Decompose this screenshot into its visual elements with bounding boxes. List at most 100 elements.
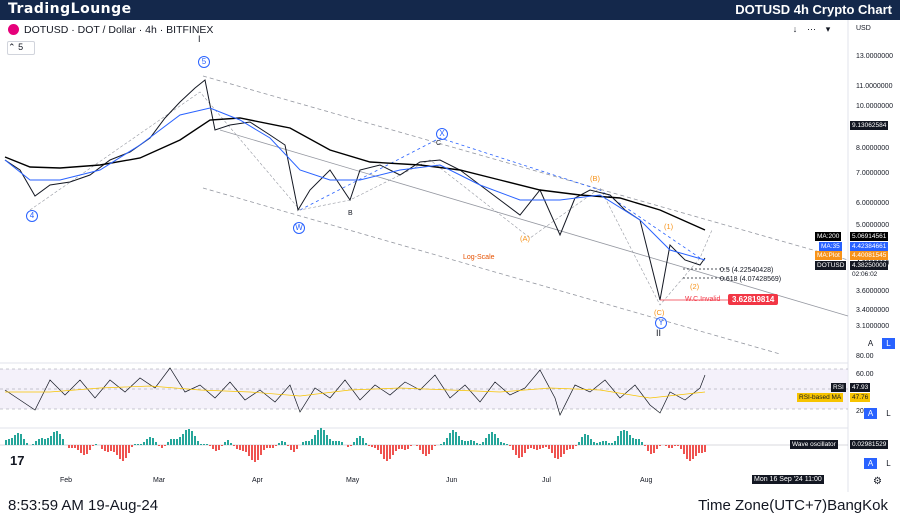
wave-bar [293, 445, 295, 452]
wave-bar [302, 442, 304, 445]
wave-auto-button[interactable]: A [864, 458, 877, 469]
wave-label-A: (A) [520, 234, 530, 243]
wave-bar [686, 445, 688, 459]
crosshair-date-tag: Mon 16 Sep '24 11:00 [752, 475, 824, 484]
wave-bar [497, 438, 499, 445]
auto-scale-button[interactable]: A [867, 339, 874, 348]
wave-bar [692, 445, 694, 459]
rsi-axis-60: 60.00 [856, 371, 874, 378]
wave-bar [128, 445, 130, 453]
wave-bar [635, 439, 637, 445]
wave-bar [14, 435, 16, 445]
wave-bar [182, 434, 184, 445]
wave-bar [191, 431, 193, 445]
wave-bar [521, 445, 523, 457]
wave-bar [230, 443, 232, 445]
chart-area[interactable]: DOTUSD · DOT / Dollar · 4h · BITFINEX ⌃ … [0, 20, 900, 492]
wave-bar [296, 445, 298, 449]
wave-bar [560, 445, 562, 457]
settings-icon[interactable]: ⚙ [873, 476, 882, 487]
wave-bar [629, 435, 631, 445]
wave-bar [482, 442, 484, 445]
wave-bar [20, 434, 22, 445]
wave-bar [476, 443, 478, 445]
fib-05-label: 0.5 (4.22540428) [720, 267, 774, 274]
wave-bar [704, 445, 706, 452]
wave-bar [461, 440, 463, 445]
rsi-auto-button[interactable]: A [864, 408, 877, 419]
wave-bar [44, 439, 46, 445]
wave-bar [347, 445, 349, 447]
wave-bar [467, 441, 469, 445]
wave-bar [269, 445, 271, 448]
wave-bar [314, 435, 316, 445]
wave-bar [188, 429, 190, 445]
wave-bar [23, 439, 25, 445]
wave-bar [341, 442, 343, 445]
wave-bar [290, 445, 292, 450]
wave-bar [608, 443, 610, 445]
ma35-tag-value: 4.42384661 [850, 242, 889, 251]
wave-bar [338, 441, 340, 445]
wave-bar [677, 445, 679, 446]
collapse-icon[interactable]: ▾ [825, 24, 831, 34]
wave-bar [653, 445, 655, 453]
wave-bar [308, 441, 310, 445]
wave-bar [71, 445, 73, 448]
wave-log-button[interactable]: L [886, 459, 891, 468]
price-axis-label: 7.0000000 [856, 170, 890, 177]
wave-bar [368, 445, 370, 446]
wave-bar [104, 445, 106, 451]
wave-bar [161, 445, 163, 448]
wave-bar [110, 445, 112, 451]
indicator-toggle[interactable]: ⌃ 5 [7, 41, 35, 55]
wave-bar [176, 439, 178, 445]
wave-bar [356, 438, 358, 445]
wave-bar [173, 439, 175, 445]
wave-bar [149, 437, 151, 445]
wave-bar [515, 445, 517, 455]
wave-bar [278, 443, 280, 445]
arrow-down-icon[interactable]: ↓ [792, 24, 798, 34]
ma200-tag-value: 5.06914561 [850, 232, 889, 241]
wave-bar [350, 445, 352, 446]
wave-bar [101, 445, 103, 449]
wave-bar [143, 442, 145, 445]
wave-bar [620, 431, 622, 445]
wave-bar [647, 445, 649, 451]
brand-bar: TradingLounge DOTUSD 4h Crypto Chart [0, 0, 900, 20]
wave-bar [518, 445, 520, 458]
wave-bar [557, 445, 559, 459]
price-axis-label: 5.0000000 [856, 222, 890, 229]
wave-bar [590, 439, 592, 445]
wave-bar [374, 445, 376, 448]
tradingview-logo: 17 [10, 453, 25, 468]
wave-bar [380, 445, 382, 454]
wave-bar [155, 442, 157, 445]
symbol-info: DOTUSD · DOT / Dollar · 4h · BITFINEX [24, 24, 214, 36]
wave-label-B: B [348, 210, 353, 217]
wave-bar [617, 436, 619, 445]
maplot-tag-label: MA:Plot [815, 251, 842, 260]
wave-bar [38, 439, 40, 445]
wave-bar [305, 441, 307, 445]
price-axis-label: 3.6000000 [856, 288, 890, 295]
wave-bar [92, 445, 94, 446]
indicator-count: 5 [18, 42, 24, 52]
log-scale-button[interactable]: L [882, 338, 895, 349]
wave-bar [362, 438, 364, 445]
wave-bar [248, 445, 250, 456]
wave-bar [566, 445, 568, 450]
polkadot-icon [8, 24, 19, 35]
wave-bar [131, 445, 133, 447]
more-icon[interactable]: ⋯ [807, 24, 817, 34]
wave-bar [158, 445, 160, 446]
wave-bar [665, 445, 667, 446]
wave-bar [197, 441, 199, 445]
wave-bar [137, 444, 139, 445]
wave-bar [644, 445, 646, 446]
rsi-log-button[interactable]: L [886, 409, 891, 418]
wave-bar [503, 443, 505, 445]
wave-bar [656, 445, 658, 449]
wave-bar [470, 440, 472, 445]
